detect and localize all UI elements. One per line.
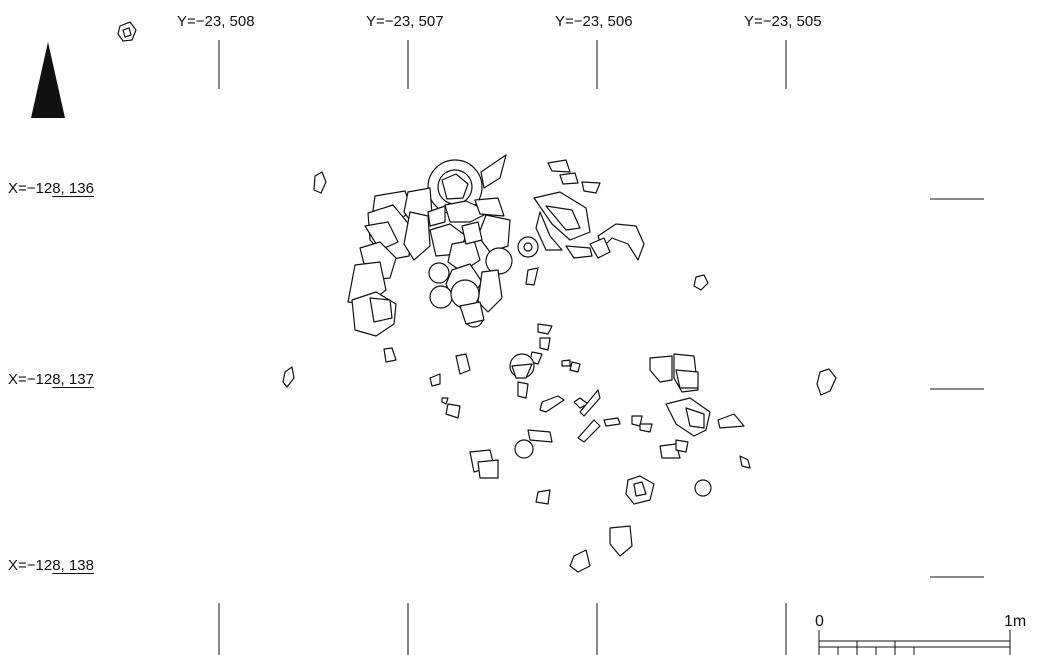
sherd: [579, 389, 601, 417]
sherd: [477, 459, 499, 479]
sherd: [535, 489, 551, 505]
sherd: [649, 355, 673, 383]
sherd-round: [429, 285, 453, 309]
sherd: [675, 439, 689, 453]
grid-ticks-bottom: [218, 603, 787, 655]
sherd: [480, 154, 507, 189]
x-coord-underlined: 8, 136: [52, 180, 94, 197]
sherd: [444, 200, 491, 223]
sherd: [477, 269, 503, 313]
x-coord-underlined: 8, 137: [52, 371, 94, 388]
sherd: [527, 429, 553, 443]
sherd: [569, 549, 591, 573]
sherd-round: [694, 479, 712, 497]
sherd: [477, 214, 511, 253]
sherd: [383, 347, 397, 363]
sherd: [609, 525, 633, 557]
sherd-round: [428, 262, 450, 284]
scale-start-label: 0: [815, 613, 824, 630]
sherd: [675, 369, 699, 389]
sherd: [547, 159, 571, 173]
sherd: [511, 363, 533, 379]
sherd: [403, 211, 431, 261]
x-coord-prefix: X=−12: [8, 371, 53, 388]
sherd: [441, 397, 449, 405]
sherd: [539, 395, 565, 413]
sherd: [122, 27, 132, 38]
sherd: [659, 443, 681, 459]
sherd: [474, 197, 505, 217]
sherd: [455, 353, 471, 375]
sherd: [539, 337, 551, 351]
sherd: [569, 361, 581, 373]
y-coord-label: Y=−23, 505: [744, 13, 822, 30]
sherd: [441, 173, 469, 200]
sherd: [429, 373, 441, 387]
sherd: [369, 297, 393, 323]
sherd: [603, 417, 621, 427]
x-coord-label: X=−128, 136: [8, 181, 94, 196]
x-coord-label: X=−128, 137: [8, 372, 94, 387]
sherd-round: [514, 439, 534, 459]
sherd: [313, 171, 327, 194]
y-coord-label: Y=−23, 508: [177, 13, 255, 30]
x-coord-prefix: X=−12: [8, 557, 53, 574]
grid-ticks-top: [218, 40, 787, 89]
sherd: [693, 274, 709, 291]
sherd: [559, 172, 579, 185]
sherd: [739, 455, 751, 469]
sherd: [445, 403, 461, 419]
x-coord-prefix: X=−12: [8, 180, 53, 197]
sherd: [461, 221, 483, 245]
sherd: [537, 323, 553, 335]
sherd: [589, 237, 611, 259]
sherd: [717, 413, 745, 429]
sherd: [816, 368, 837, 396]
x-coord-label: X=−128, 138: [8, 558, 94, 573]
sherd: [427, 205, 446, 227]
sherd: [577, 419, 601, 443]
y-coord-label: Y=−23, 506: [555, 13, 633, 30]
sherd: [561, 359, 571, 367]
sherd-round: [485, 247, 513, 275]
sherd: [364, 221, 399, 251]
sherd: [525, 267, 539, 286]
sherd: [459, 301, 485, 325]
scale-end-label: 1m: [1004, 613, 1027, 630]
sherd: [545, 205, 581, 231]
artifact-sherds: [117, 21, 837, 573]
sherd: [535, 211, 563, 251]
sherd-round: [523, 242, 533, 252]
sherd: [282, 366, 295, 388]
sherd: [633, 481, 647, 497]
sherd: [581, 181, 601, 194]
sherd: [517, 381, 529, 399]
sherd: [565, 245, 593, 259]
sherd: [639, 423, 653, 433]
x-coord-underlined: 8, 138: [52, 557, 94, 574]
sherd: [685, 407, 705, 429]
north-arrow-icon: [31, 42, 65, 118]
y-coord-label: Y=−23, 507: [366, 13, 444, 30]
grid-ticks-right: [930, 198, 984, 578]
scale-bar: [818, 630, 1011, 655]
